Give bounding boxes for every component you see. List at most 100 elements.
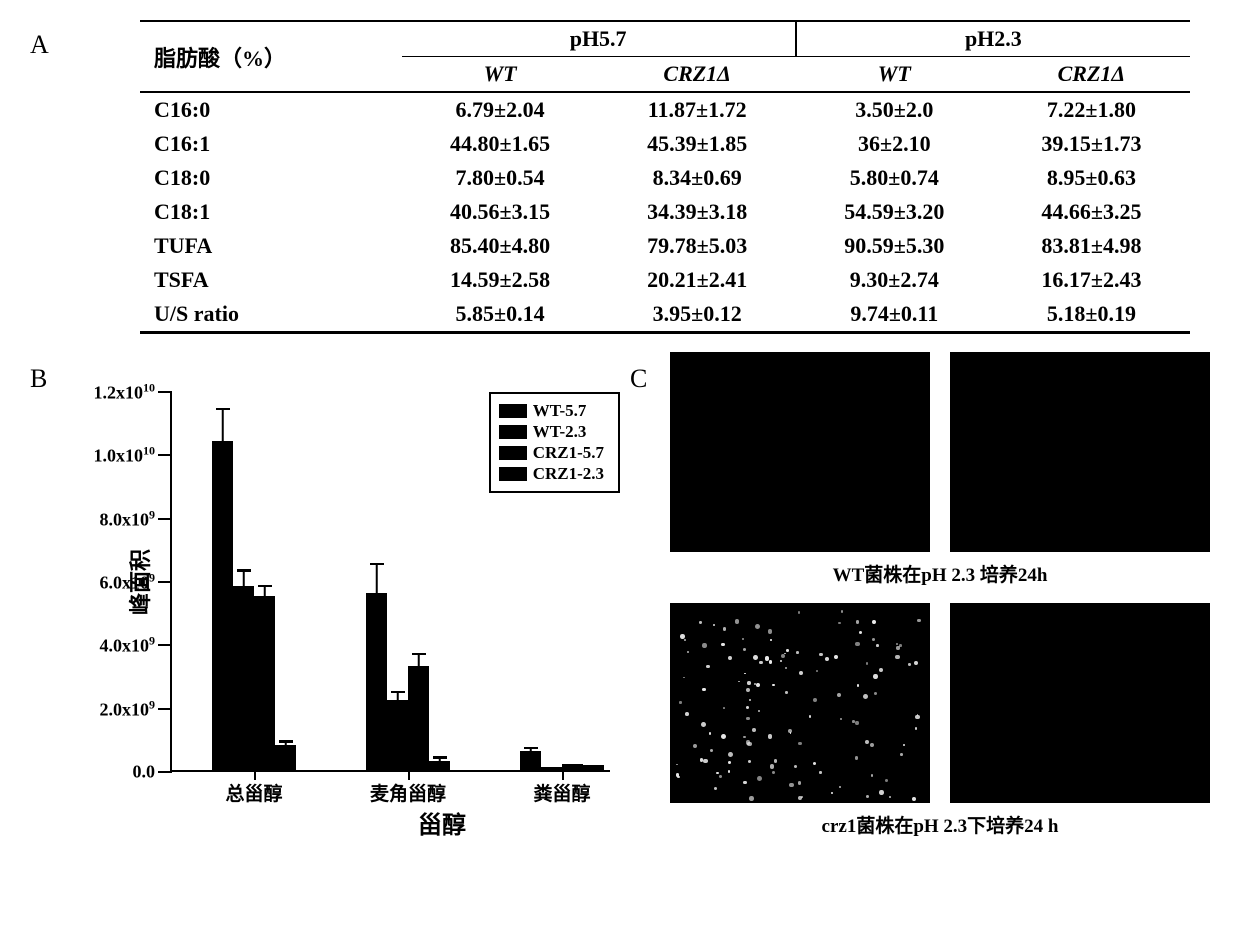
bar	[233, 586, 254, 770]
fluorescent-dot	[735, 619, 740, 624]
bar	[541, 767, 562, 770]
fluorescent-dot	[756, 683, 760, 687]
x-tick-label: 粪甾醇	[533, 779, 590, 806]
cell-value: 8.34±0.69	[599, 161, 796, 195]
fluorescent-dot	[743, 781, 747, 785]
cell-value: 5.80±0.74	[796, 161, 993, 195]
table-group-ph57: pH5.7	[402, 21, 796, 57]
fluorescent-dot	[785, 667, 787, 669]
error-cap	[370, 563, 384, 566]
fluorescent-dot	[770, 764, 774, 768]
legend-label: CRZ1-5.7	[533, 443, 604, 463]
fluorescent-dot	[819, 653, 823, 657]
fluorescent-dot	[786, 649, 789, 652]
row-name: C16:1	[140, 127, 402, 161]
fluorescent-dot	[914, 661, 918, 665]
x-tick-label: 麦角甾醇	[370, 779, 446, 806]
fluorescent-dot	[746, 717, 750, 721]
bar-chart: 峰面积 WT-5.7WT-2.3CRZ1-5.7CRZ1-2.3 甾醇 0.02…	[100, 372, 660, 852]
fluorescent-dot	[702, 688, 705, 691]
fluorescent-dot	[798, 742, 801, 745]
y-tick-label: 1.0x1010	[94, 444, 156, 467]
legend-swatch	[499, 467, 527, 481]
fluorescent-dot	[908, 663, 910, 665]
row-name: TSFA	[140, 263, 402, 297]
caption-wt: WT菌株在pH 2.3 培养24h	[660, 560, 1220, 587]
cell-value: 11.87±1.72	[599, 92, 796, 127]
fluorescent-dot	[687, 651, 689, 653]
bar	[387, 700, 408, 770]
table-row: C16:144.80±1.6545.39±1.8536±2.1039.15±1.…	[140, 127, 1190, 161]
error-bar	[417, 654, 420, 665]
table-sub-1: CRZ1Δ	[599, 57, 796, 93]
bar	[212, 441, 233, 770]
y-tick	[158, 518, 172, 520]
error-cap	[391, 691, 405, 694]
micrograph-wt-1	[670, 352, 930, 552]
fluorescent-dot	[713, 624, 715, 626]
panel-c-label: C	[630, 364, 647, 394]
cell-value: 34.39±3.18	[599, 195, 796, 229]
fluorescent-dot	[716, 772, 719, 775]
cell-value: 90.59±5.30	[796, 229, 993, 263]
legend-item: CRZ1-5.7	[499, 443, 604, 463]
fluorescent-dot	[738, 681, 740, 683]
fluorescent-dot	[873, 674, 877, 678]
fluorescent-dot	[746, 740, 750, 744]
bar	[366, 593, 387, 770]
error-cap	[237, 569, 251, 572]
fluorescent-dot	[872, 638, 875, 641]
error-cap	[412, 653, 426, 656]
fluorescent-dot	[837, 693, 841, 697]
cell-value: 44.66±3.25	[993, 195, 1190, 229]
fluorescent-dot	[798, 781, 802, 785]
error-bar	[242, 571, 245, 587]
bar	[520, 751, 541, 770]
y-tick	[158, 391, 172, 393]
fluorescent-dot	[676, 764, 678, 766]
fluorescent-dot	[748, 760, 751, 763]
y-tick-label: 4.0x109	[100, 634, 156, 657]
fluorescent-dot	[728, 770, 731, 773]
fluorescent-dot	[855, 721, 858, 724]
fluorescent-dot	[912, 797, 916, 801]
fluorescent-dot	[813, 762, 816, 765]
legend-item: WT-2.3	[499, 422, 604, 442]
fluorescent-dot	[742, 638, 744, 640]
fluorescent-dot	[855, 756, 858, 759]
error-bar	[375, 564, 378, 593]
fluorescent-dot	[703, 759, 707, 763]
fluorescent-dot	[785, 691, 788, 694]
fluorescent-dot	[794, 765, 797, 768]
fluorescent-dot	[798, 611, 800, 613]
fluorescent-dot	[706, 665, 710, 669]
table-row: TSFA14.59±2.5820.21±2.419.30±2.7416.17±2…	[140, 263, 1190, 297]
fluorescent-dot	[903, 744, 905, 746]
y-tick-label: 0.0	[133, 762, 156, 783]
y-tick-label: 2.0x109	[100, 697, 156, 720]
bar	[583, 765, 604, 770]
cell-value: 20.21±2.41	[599, 263, 796, 297]
fluorescent-dot	[865, 740, 869, 744]
fluorescent-dot	[768, 629, 773, 634]
table-row: C18:07.80±0.548.34±0.695.80±0.748.95±0.6…	[140, 161, 1190, 195]
fluorescent-dot	[752, 728, 756, 732]
table-sub-2: WT	[796, 57, 993, 93]
cell-value: 7.22±1.80	[993, 92, 1190, 127]
cell-value: 39.15±1.73	[993, 127, 1190, 161]
fluorescent-dot	[798, 796, 802, 800]
fluorescent-dot	[839, 786, 841, 788]
cell-value: 44.80±1.65	[402, 127, 599, 161]
fluorescent-dot	[749, 796, 754, 801]
fluorescent-dot	[789, 783, 793, 787]
cell-value: 14.59±2.58	[402, 263, 599, 297]
fluorescent-dot	[759, 661, 763, 665]
fluorescent-dot	[769, 660, 772, 663]
fluorescent-dot	[876, 644, 879, 647]
fluorescent-dot	[744, 673, 746, 675]
fluorescent-dot	[770, 639, 772, 641]
fluorescent-dot	[866, 795, 869, 798]
y-tick	[158, 581, 172, 583]
fluorescent-dot	[768, 734, 772, 738]
fluorescent-dot	[755, 624, 760, 629]
